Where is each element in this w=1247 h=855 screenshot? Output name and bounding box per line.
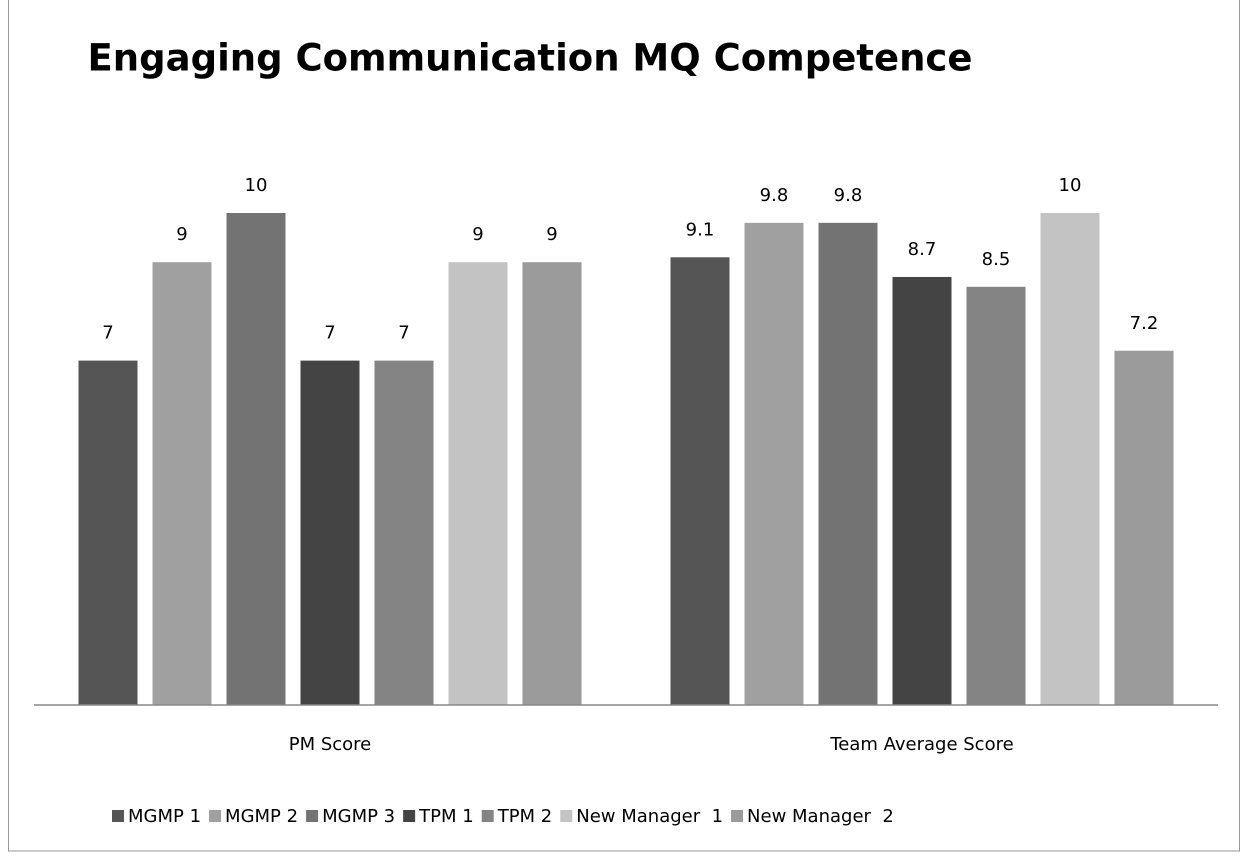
data-label: 7.2 bbox=[1130, 313, 1159, 334]
legend-swatch bbox=[209, 810, 222, 822]
bar bbox=[966, 286, 1026, 705]
bar bbox=[448, 262, 508, 705]
legend-label: MGMP 1 bbox=[128, 806, 201, 827]
bar bbox=[78, 360, 138, 705]
bar bbox=[152, 262, 212, 705]
data-label: 8.7 bbox=[908, 239, 937, 260]
bar bbox=[744, 222, 804, 705]
bar bbox=[670, 257, 730, 705]
legend-swatch bbox=[306, 810, 319, 822]
bar bbox=[522, 262, 582, 705]
data-label: 7 bbox=[324, 323, 335, 344]
data-label: 9.8 bbox=[760, 185, 789, 206]
data-label: 9 bbox=[176, 224, 187, 245]
chart-border bbox=[8, 0, 1240, 852]
bar bbox=[226, 213, 286, 705]
bar bbox=[1040, 213, 1100, 705]
legend-label: TPM 2 bbox=[497, 806, 553, 827]
legend-swatch bbox=[403, 810, 416, 822]
legend-swatch bbox=[560, 810, 573, 822]
data-label: 9 bbox=[472, 224, 483, 245]
data-label: 8.5 bbox=[982, 249, 1011, 270]
chart-title: Engaging Communication MQ Competence bbox=[88, 37, 973, 80]
x-tick-label: PM Score bbox=[289, 734, 372, 755]
legend-swatch bbox=[112, 810, 124, 822]
legend-label: New Manager 2 bbox=[747, 806, 894, 827]
data-label: 7 bbox=[398, 323, 409, 344]
bar bbox=[892, 276, 952, 705]
legend-swatch bbox=[481, 810, 494, 822]
bar bbox=[300, 360, 360, 705]
data-label: 9.1 bbox=[686, 219, 715, 240]
data-label: 9.8 bbox=[834, 185, 863, 206]
data-label: 7 bbox=[102, 323, 113, 344]
data-label: 10 bbox=[245, 175, 268, 196]
legend-label: MGMP 2 bbox=[225, 806, 298, 827]
legend-label: New Manager 1 bbox=[576, 806, 723, 827]
legend-swatch bbox=[731, 810, 744, 822]
legend-label: TPM 1 bbox=[418, 806, 474, 827]
data-label: 9 bbox=[546, 224, 557, 245]
data-label: 10 bbox=[1059, 175, 1082, 196]
bar bbox=[818, 222, 878, 705]
bar bbox=[374, 360, 434, 705]
x-tick-label: Team Average Score bbox=[829, 734, 1013, 755]
legend-label: MGMP 3 bbox=[322, 806, 395, 827]
bar bbox=[1114, 350, 1174, 705]
